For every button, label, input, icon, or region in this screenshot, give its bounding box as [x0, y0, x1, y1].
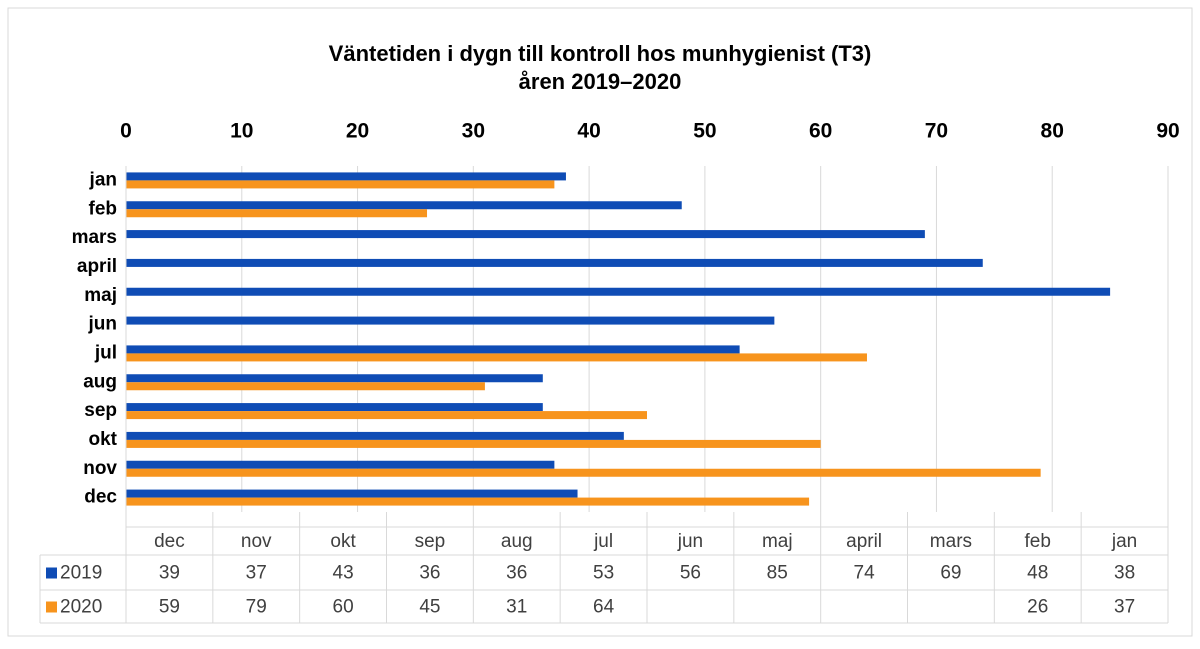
x-tick-label: 10	[230, 120, 253, 143]
table-value: 31	[506, 597, 527, 618]
y-tick-label: jul	[94, 342, 117, 363]
bar	[126, 287, 1111, 296]
table-value: 85	[767, 563, 788, 584]
table-value: 64	[593, 597, 615, 618]
legend-label: 2020	[60, 597, 102, 618]
table-header: maj	[762, 531, 793, 552]
bar	[126, 345, 740, 354]
table-value: 69	[940, 563, 961, 584]
table-value: 45	[419, 597, 440, 618]
bar	[126, 468, 1041, 477]
y-tick-label: maj	[84, 285, 117, 306]
x-tick-label: 0	[120, 120, 132, 143]
y-tick-label: dec	[84, 487, 117, 508]
x-tick-label: 40	[577, 120, 600, 143]
bar	[126, 411, 647, 420]
bar	[126, 180, 555, 189]
bar	[126, 497, 810, 506]
table-header: okt	[330, 531, 356, 552]
table-value: 48	[1027, 563, 1048, 584]
y-tick-label: sep	[84, 400, 117, 421]
table-value: 38	[1114, 563, 1135, 584]
x-tick-label: 60	[809, 120, 832, 143]
y-tick-label: april	[77, 256, 117, 277]
x-tick-label: 80	[1041, 120, 1064, 143]
legend-swatch	[46, 567, 57, 579]
table-header: jan	[1111, 531, 1137, 552]
chart-title: Väntetiden i dygn till kontroll hos munh…	[329, 41, 872, 66]
y-tick-label: jan	[89, 169, 117, 190]
x-tick-label: 90	[1156, 120, 1179, 143]
bar	[126, 230, 925, 239]
y-tick-label: feb	[89, 198, 118, 219]
y-tick-label: mars	[72, 227, 117, 248]
bar	[126, 353, 867, 362]
y-tick-label: okt	[89, 429, 118, 450]
bar	[126, 201, 682, 210]
table-header: jul	[593, 531, 613, 552]
legend-label: 2019	[60, 563, 102, 584]
table-value: 60	[333, 597, 354, 618]
table-value: 37	[1114, 597, 1135, 618]
bar	[126, 439, 821, 448]
table-header: dec	[154, 531, 185, 552]
table-value: 79	[246, 597, 267, 618]
table-value: 36	[419, 563, 440, 584]
table-header: feb	[1025, 531, 1051, 552]
table-value: 74	[854, 563, 876, 584]
bar	[126, 374, 543, 383]
bar	[126, 209, 428, 218]
bar	[126, 258, 983, 267]
bar	[126, 403, 543, 412]
table-header: mars	[930, 531, 972, 552]
y-tick-label: nov	[83, 458, 117, 479]
table-value: 26	[1027, 597, 1048, 618]
y-tick-label: aug	[83, 371, 117, 392]
x-tick-label: 50	[693, 120, 716, 143]
table-value: 53	[593, 563, 614, 584]
bar	[126, 382, 485, 391]
legend-swatch	[46, 601, 57, 613]
x-tick-label: 20	[346, 120, 369, 143]
chart-subtitle: åren 2019–2020	[519, 69, 682, 94]
bar	[126, 172, 566, 181]
table-header: aug	[501, 531, 533, 552]
bar	[126, 431, 624, 440]
table-value: 43	[333, 563, 354, 584]
table-value: 56	[680, 563, 701, 584]
table-value: 37	[246, 563, 267, 584]
table-value: 59	[159, 597, 180, 618]
table-value: 39	[159, 563, 180, 584]
x-tick-label: 70	[925, 120, 948, 143]
y-tick-label: jun	[88, 314, 118, 335]
table-header: april	[846, 531, 882, 552]
table-header: jun	[677, 531, 703, 552]
x-tick-label: 30	[462, 120, 485, 143]
table-header: sep	[415, 531, 446, 552]
table-value: 36	[506, 563, 527, 584]
table-header: nov	[241, 531, 272, 552]
bar	[126, 460, 555, 469]
bar	[126, 316, 775, 325]
bar	[126, 489, 578, 498]
